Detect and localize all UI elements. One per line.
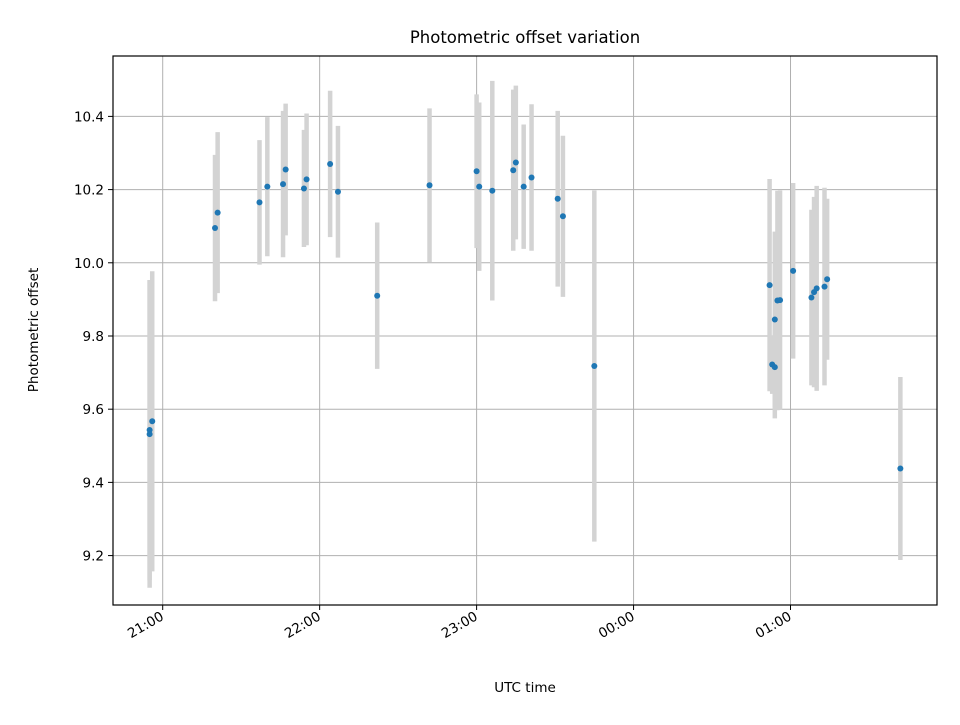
data-point (591, 363, 598, 370)
data-point (374, 292, 381, 299)
data-point (149, 418, 156, 425)
data-point (897, 465, 904, 472)
data-point (303, 176, 310, 183)
data-point (554, 195, 561, 202)
y-tick-label: 9.2 (83, 549, 104, 565)
y-tick-label: 10.2 (74, 183, 104, 199)
data-point (520, 183, 527, 190)
data-point (777, 297, 784, 304)
data-point (214, 209, 221, 216)
data-point (824, 276, 831, 283)
data-point (282, 166, 289, 173)
y-tick-label: 10.4 (74, 109, 104, 125)
y-tick-label: 9.8 (83, 329, 104, 345)
data-point (528, 174, 535, 181)
data-point (808, 294, 815, 301)
data-points (146, 159, 904, 472)
plot-frame (112, 55, 938, 606)
data-point (334, 188, 341, 195)
data-point (327, 160, 334, 167)
data-point (426, 182, 433, 189)
data-point (790, 267, 797, 274)
data-point (766, 282, 773, 289)
data-point (771, 364, 778, 371)
data-point (771, 316, 778, 323)
data-point (256, 199, 263, 206)
y-axis-label: Photometric offset (26, 268, 42, 392)
data-point (146, 431, 153, 438)
data-point (212, 225, 219, 232)
data-point (559, 213, 566, 220)
y-tick-label: 10.0 (74, 256, 104, 272)
y-tick-label: 9.4 (83, 475, 104, 491)
data-point (280, 181, 287, 188)
data-point (813, 285, 820, 292)
data-point (510, 167, 517, 174)
chart-title: Photometric offset variation (410, 28, 640, 47)
data-point (512, 159, 519, 166)
data-point (264, 183, 271, 190)
data-point (821, 283, 828, 290)
data-point (489, 187, 496, 194)
data-point (473, 168, 480, 175)
y-axis-ticks: 9.2 9.4 9.6 9.8 10.0 10.2 10.4 (74, 109, 113, 565)
data-point (476, 183, 483, 190)
y-tick-label: 9.6 (83, 402, 104, 418)
x-axis-label: UTC time (494, 680, 556, 696)
data-point (300, 185, 307, 192)
